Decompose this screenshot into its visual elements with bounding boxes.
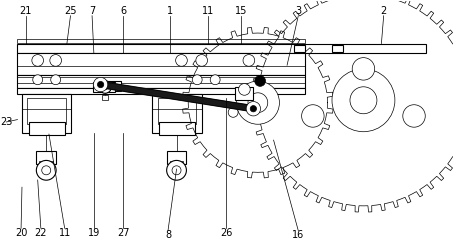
Text: 22: 22 xyxy=(35,228,47,238)
Circle shape xyxy=(236,81,279,124)
Text: 15: 15 xyxy=(235,6,247,16)
Bar xyxy=(27,98,65,124)
Circle shape xyxy=(99,81,111,93)
Text: 21: 21 xyxy=(20,6,32,16)
Circle shape xyxy=(246,102,261,116)
Text: 3: 3 xyxy=(295,6,301,16)
Polygon shape xyxy=(183,28,333,178)
Bar xyxy=(167,151,187,164)
Circle shape xyxy=(352,58,375,80)
Bar xyxy=(17,53,305,75)
Text: 8: 8 xyxy=(165,231,171,241)
Bar xyxy=(17,39,305,43)
Bar xyxy=(96,81,121,91)
Circle shape xyxy=(94,77,108,92)
Text: 26: 26 xyxy=(220,228,232,238)
Bar xyxy=(39,161,53,167)
Text: 27: 27 xyxy=(117,228,129,238)
Text: 19: 19 xyxy=(88,228,100,238)
Circle shape xyxy=(176,55,188,66)
Text: 20: 20 xyxy=(15,228,27,238)
Bar xyxy=(17,88,305,94)
Bar xyxy=(159,122,195,135)
Text: 11: 11 xyxy=(202,6,215,16)
Text: 16: 16 xyxy=(292,231,305,241)
Text: 25: 25 xyxy=(64,6,77,16)
Circle shape xyxy=(33,75,43,85)
Circle shape xyxy=(32,55,44,66)
Circle shape xyxy=(192,75,202,85)
Circle shape xyxy=(42,166,51,175)
Text: 6: 6 xyxy=(120,6,126,16)
Circle shape xyxy=(301,105,324,127)
Polygon shape xyxy=(252,0,454,212)
Bar xyxy=(332,45,343,52)
Circle shape xyxy=(255,76,266,86)
Bar xyxy=(36,151,56,164)
Circle shape xyxy=(172,166,181,175)
Text: 11: 11 xyxy=(59,228,71,238)
Bar xyxy=(170,161,183,167)
Circle shape xyxy=(210,75,220,85)
Bar xyxy=(102,95,108,100)
Circle shape xyxy=(167,160,187,180)
Bar xyxy=(22,94,71,133)
Text: 2: 2 xyxy=(380,6,387,16)
Text: 23: 23 xyxy=(0,117,12,127)
Text: 7: 7 xyxy=(89,6,95,16)
Bar xyxy=(29,122,64,135)
Bar xyxy=(158,98,196,124)
Circle shape xyxy=(50,55,61,66)
Circle shape xyxy=(51,75,61,85)
Bar xyxy=(17,75,305,88)
Circle shape xyxy=(228,107,238,117)
Circle shape xyxy=(243,55,255,66)
Circle shape xyxy=(250,106,257,112)
Polygon shape xyxy=(99,82,255,112)
Bar xyxy=(152,94,202,133)
Circle shape xyxy=(332,69,395,132)
Bar xyxy=(93,82,115,92)
Circle shape xyxy=(248,93,268,112)
Bar xyxy=(294,45,305,52)
Circle shape xyxy=(98,81,104,88)
Bar xyxy=(235,87,253,100)
Bar xyxy=(17,43,426,53)
Circle shape xyxy=(36,160,56,180)
Circle shape xyxy=(238,83,250,95)
Circle shape xyxy=(403,105,425,127)
Circle shape xyxy=(196,55,207,66)
Circle shape xyxy=(103,84,108,90)
Circle shape xyxy=(350,87,377,114)
Text: 1: 1 xyxy=(167,6,173,16)
